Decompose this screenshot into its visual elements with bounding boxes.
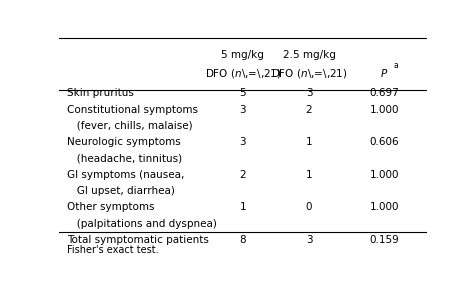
Text: 8: 8 bbox=[240, 235, 246, 245]
Text: 5: 5 bbox=[240, 88, 246, 98]
Text: 0: 0 bbox=[306, 202, 312, 213]
Text: DFO ($n$\,=\,21): DFO ($n$\,=\,21) bbox=[271, 67, 347, 80]
Text: Fisher's exact test.: Fisher's exact test. bbox=[66, 245, 158, 255]
Text: (fever, chills, malaise): (fever, chills, malaise) bbox=[66, 121, 192, 131]
Text: 1.000: 1.000 bbox=[370, 202, 399, 213]
Text: 3: 3 bbox=[240, 105, 246, 115]
Text: 1: 1 bbox=[306, 137, 312, 147]
Text: a: a bbox=[393, 61, 398, 70]
Text: DFO ($n$\,=\,21): DFO ($n$\,=\,21) bbox=[205, 67, 281, 80]
Text: 2: 2 bbox=[240, 170, 246, 180]
Text: Constitutional symptoms: Constitutional symptoms bbox=[66, 105, 198, 115]
Text: 0.159: 0.159 bbox=[369, 235, 399, 245]
Text: GI symptoms (nausea,: GI symptoms (nausea, bbox=[66, 170, 184, 180]
Text: 2.5 mg/kg: 2.5 mg/kg bbox=[283, 50, 336, 60]
Text: 3: 3 bbox=[306, 235, 312, 245]
Text: 1.000: 1.000 bbox=[370, 105, 399, 115]
Text: 2: 2 bbox=[306, 105, 312, 115]
Text: (headache, tinnitus): (headache, tinnitus) bbox=[66, 154, 182, 164]
Text: Other symptoms: Other symptoms bbox=[66, 202, 154, 213]
Text: Total symptomatic patients: Total symptomatic patients bbox=[66, 235, 209, 245]
Text: (palpitations and dyspnea): (palpitations and dyspnea) bbox=[66, 219, 217, 229]
Text: 1: 1 bbox=[240, 202, 246, 213]
Text: GI upset, diarrhea): GI upset, diarrhea) bbox=[66, 186, 174, 196]
Text: 1: 1 bbox=[306, 170, 312, 180]
Text: 5 mg/kg: 5 mg/kg bbox=[221, 50, 264, 60]
Text: Neurologic symptoms: Neurologic symptoms bbox=[66, 137, 180, 147]
Text: 0.697: 0.697 bbox=[369, 88, 399, 98]
Text: 0.606: 0.606 bbox=[370, 137, 399, 147]
Text: 3: 3 bbox=[240, 137, 246, 147]
Text: 1.000: 1.000 bbox=[370, 170, 399, 180]
Text: $P$: $P$ bbox=[380, 67, 389, 79]
Text: 3: 3 bbox=[306, 88, 312, 98]
Text: Skin pruritus: Skin pruritus bbox=[66, 88, 134, 98]
